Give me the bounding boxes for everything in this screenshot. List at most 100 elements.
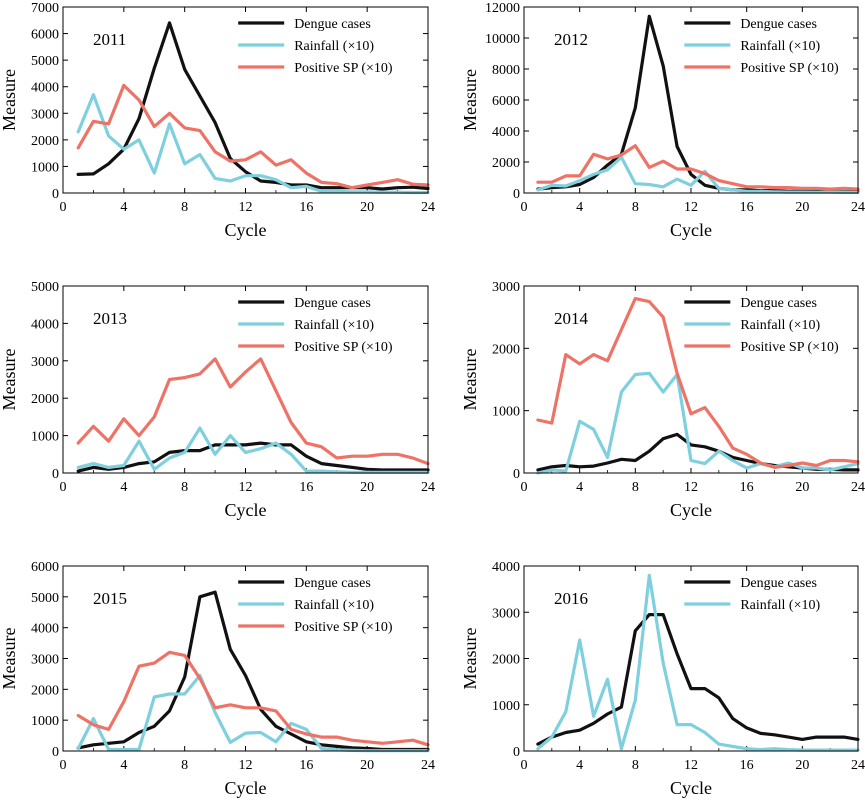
series-line-sp: [76, 650, 430, 747]
legend-label-rainfall: Rainfall (×10): [294, 318, 374, 333]
y-tick-label: 0: [52, 187, 59, 202]
legend-label-sp: Positive SP (×10): [294, 340, 393, 355]
y-tick-label: 6000: [492, 94, 520, 109]
chart-title: 2015: [93, 589, 127, 608]
y-axis-label: Measure: [0, 628, 19, 690]
y-tick-label: 4000: [492, 560, 520, 575]
series-line-rainfall: [76, 426, 430, 474]
series-line-sp: [76, 83, 430, 190]
legend-label-rainfall: Rainfall (×10): [740, 318, 820, 333]
x-axis-label: Cycle: [225, 500, 267, 520]
x-axis-label: Cycle: [225, 778, 267, 798]
legend-label-rainfall: Rainfall (×10): [740, 39, 820, 54]
x-tick-label: 16: [299, 480, 313, 495]
chart-panel-2012: 0 4 8 12 16 20 24 0 2000 4000 6000 8000 10000 12000 20…: [460, 1, 865, 240]
x-tick-label: 24: [421, 758, 435, 773]
x-tick-label: 8: [632, 200, 639, 215]
x-tick-label: 20: [795, 480, 809, 495]
x-tick-label: 0: [60, 480, 67, 495]
y-tick-label: 1000: [492, 699, 520, 714]
x-tick-label: 16: [740, 480, 754, 495]
y-axis-label: Measure: [460, 349, 480, 411]
x-tick-label: 16: [740, 200, 754, 215]
x-tick-label: 0: [60, 200, 67, 215]
x-tick-label: 8: [632, 758, 639, 773]
x-tick-label: 4: [576, 758, 583, 773]
x-tick-label: 24: [851, 200, 865, 215]
x-tick-label: 20: [360, 480, 374, 495]
series-line-dengue: [76, 21, 430, 191]
x-tick-label: 12: [239, 480, 253, 495]
y-tick-label: 3000: [492, 606, 520, 621]
plot-frame: [523, 565, 859, 752]
y-tick-label: 2000: [31, 683, 59, 698]
chart-panel-2015: 0 4 8 12 16 20 24 0 1000 2000 3000 4000 5000 6000 2015…: [0, 560, 435, 798]
x-tick-label: 4: [120, 480, 127, 495]
x-tick-label: 12: [239, 200, 253, 215]
legend-label-dengue: Dengue cases: [294, 576, 371, 591]
y-tick-label: 2000: [31, 134, 59, 149]
y-axis-label: Measure: [0, 349, 19, 411]
series-line-dengue: [76, 441, 430, 473]
x-tick-label: 24: [851, 758, 865, 773]
y-axis-label: Measure: [460, 69, 480, 131]
chart-panel-2014: 0 4 8 12 16 20 24 0 1000 2000 3000 2014 Dengue cases…: [460, 280, 865, 520]
y-tick-label: 0: [52, 745, 59, 760]
x-tick-label: 4: [120, 758, 127, 773]
series-line-dengue: [536, 612, 860, 746]
chart-panel-2011: 0 4 8 12 16 20 24 0 1000 2000 3000 4000 5000 6000 7000…: [0, 1, 435, 240]
x-tick-label: 12: [239, 758, 253, 773]
y-tick-label: 3000: [492, 280, 520, 295]
plot-frame: [523, 6, 859, 194]
series-line-sp: [536, 296, 860, 469]
x-axis-label: Cycle: [670, 778, 712, 798]
y-tick-label: 4000: [31, 81, 59, 96]
y-tick-label: 0: [513, 745, 520, 760]
chart-title: 2014: [554, 309, 589, 328]
y-tick-label: 5000: [31, 280, 59, 295]
series-line-rainfall: [536, 371, 860, 475]
series-line-rainfall: [536, 573, 860, 752]
y-tick-label: 6000: [31, 560, 59, 575]
series-line-sp: [76, 357, 430, 466]
x-tick-label: 16: [299, 758, 313, 773]
y-tick-label: 3000: [31, 355, 59, 370]
y-tick-label: 5000: [31, 591, 59, 606]
y-tick-label: 0: [52, 467, 59, 482]
y-tick-label: 3000: [31, 653, 59, 668]
y-tick-label: 0: [513, 187, 520, 202]
series-line-rainfall: [76, 93, 430, 195]
x-tick-label: 24: [421, 480, 435, 495]
x-tick-label: 4: [576, 480, 583, 495]
y-tick-label: 1000: [492, 405, 520, 420]
legend-label-rainfall: Rainfall (×10): [740, 598, 820, 613]
y-tick-label: 2000: [492, 156, 520, 171]
chart-panel-2013: 0 4 8 12 16 20 24 0 1000 2000 3000 4000 5000 2013 Deng…: [0, 280, 435, 520]
y-tick-label: 6000: [31, 28, 59, 43]
y-tick-label: 7000: [31, 1, 59, 16]
y-tick-label: 12000: [485, 1, 520, 16]
y-tick-label: 8000: [492, 63, 520, 78]
legend-label-dengue: Dengue cases: [740, 17, 817, 32]
x-tick-label: 16: [740, 758, 754, 773]
legend-label-rainfall: Rainfall (×10): [294, 598, 374, 613]
x-tick-label: 24: [421, 200, 435, 215]
x-tick-label: 24: [851, 480, 865, 495]
x-axis-label: Cycle: [670, 220, 712, 240]
x-tick-label: 20: [795, 758, 809, 773]
x-tick-label: 16: [299, 200, 313, 215]
x-tick-label: 12: [684, 480, 698, 495]
x-tick-label: 0: [521, 758, 528, 773]
chart-panel-2016: 0 4 8 12 16 20 24 0 1000 2000 3000 4000 2016 Dengue c…: [460, 560, 865, 798]
x-tick-label: 0: [60, 758, 67, 773]
y-tick-label: 2000: [31, 392, 59, 407]
x-tick-label: 8: [181, 200, 188, 215]
y-axis-label: Measure: [460, 628, 480, 690]
series-line-sp: [536, 144, 860, 191]
series-line-dengue: [76, 590, 430, 752]
x-tick-label: 20: [360, 758, 374, 773]
x-tick-label: 12: [684, 200, 698, 215]
legend-label-dengue: Dengue cases: [294, 296, 371, 311]
legend-label-dengue: Dengue cases: [740, 576, 817, 591]
